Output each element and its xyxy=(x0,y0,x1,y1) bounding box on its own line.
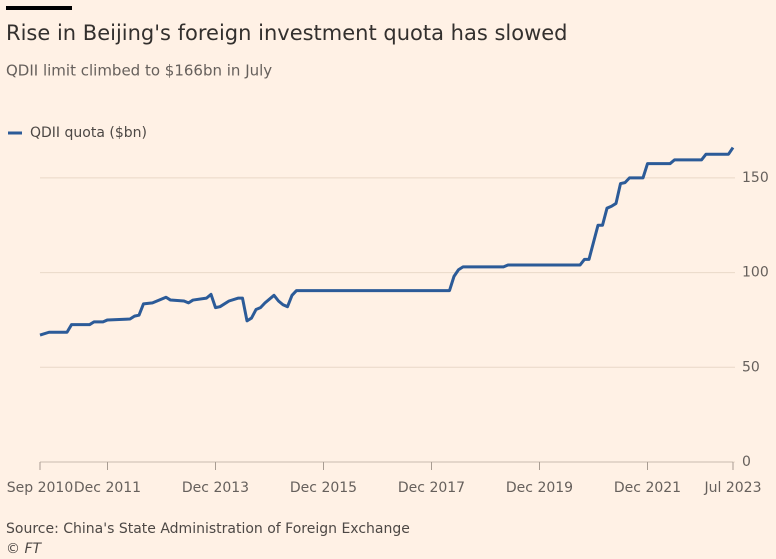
data-line xyxy=(39,146,735,337)
chart-subtitle: QDII limit climbed to $166bn in July xyxy=(6,62,272,80)
y-tick-label: 100 xyxy=(742,265,769,281)
y-tick-label: 50 xyxy=(742,359,760,375)
x-tick-label: Dec 2011 xyxy=(74,480,141,496)
x-tick-label: Dec 2017 xyxy=(398,480,465,496)
legend-label: QDII quota ($bn) xyxy=(30,125,147,141)
x-tick-label: Dec 2019 xyxy=(506,480,573,496)
y-tick-label: 150 xyxy=(742,170,769,186)
source: Source: China's State Administration of … xyxy=(6,521,410,537)
top-bar xyxy=(6,6,72,10)
x-tick-label: Jul 2023 xyxy=(704,480,762,496)
credit: © FT xyxy=(6,541,43,557)
x-tick-label: Dec 2021 xyxy=(614,480,681,496)
chart-title: Rise in Beijing's foreign investment quo… xyxy=(6,21,568,45)
x-tick-label: Dec 2015 xyxy=(290,480,357,496)
x-tick-label: Dec 2013 xyxy=(182,480,249,496)
x-tick-label: Sep 2010 xyxy=(7,480,73,496)
y-tick-label: 0 xyxy=(742,454,751,470)
